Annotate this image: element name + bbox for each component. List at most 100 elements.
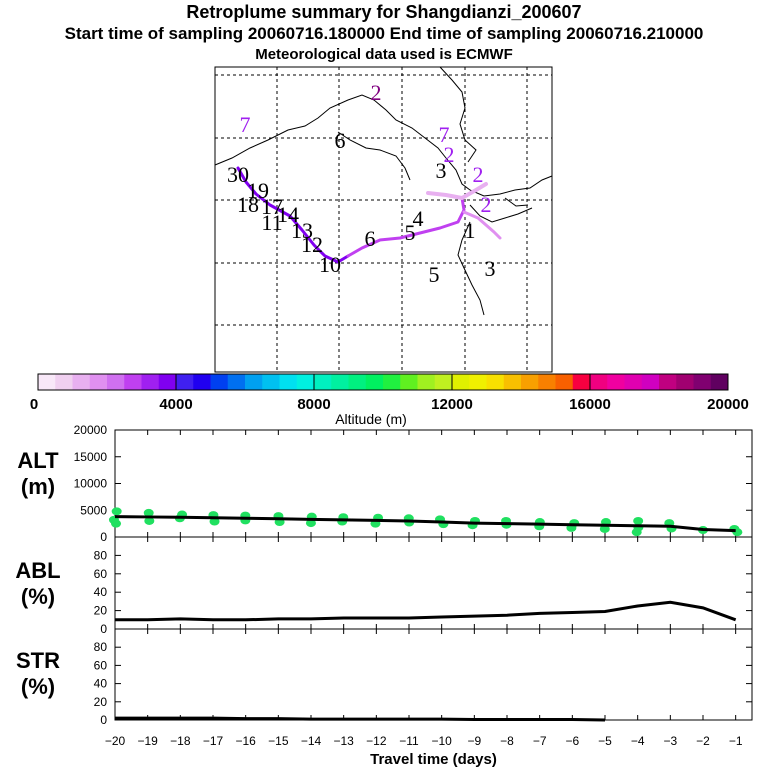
- colorbar-cell: [73, 374, 91, 390]
- x-tick-label: −5: [598, 734, 612, 748]
- colorbar-cell: [607, 374, 625, 390]
- panel-unit-label: (m): [21, 474, 55, 499]
- map-label: 10: [319, 252, 341, 277]
- panel-frame: [115, 537, 752, 629]
- panel-abl: 0 20 40 60 80 ABL(%): [15, 537, 752, 636]
- x-tick-label: −12: [366, 734, 387, 748]
- x-tick-label: −17: [203, 734, 224, 748]
- colorbar-cell: [262, 374, 280, 390]
- colorbar-cell: [659, 374, 677, 390]
- panel-alt: 0 5000 10000 15000 20000 ALT(m): [17, 423, 752, 544]
- colorbar-cell: [366, 374, 384, 390]
- colorbar-cell: [418, 374, 436, 390]
- colorbar-cell: [469, 374, 487, 390]
- colorbar-cell: [90, 374, 108, 390]
- y-tick-label: 5000: [80, 503, 107, 517]
- x-tick-label: −8: [500, 734, 514, 748]
- colorbar-cell: [297, 374, 315, 390]
- x-tick-label: −2: [696, 734, 710, 748]
- map-label: 30: [227, 162, 249, 187]
- colorbar-tick-label: 0: [30, 396, 38, 413]
- colorbar-cell: [142, 374, 160, 390]
- map-label: 1: [465, 218, 476, 243]
- map-label: 2: [481, 192, 492, 217]
- map-label: 5: [429, 262, 440, 287]
- x-axis-label: Travel time (days): [370, 751, 497, 768]
- colorbar-cell: [383, 374, 401, 390]
- x-tick-label: −14: [301, 734, 322, 748]
- x-tick-label: −1: [729, 734, 743, 748]
- colorbar-cell: [435, 374, 453, 390]
- colorbar-cell: [487, 374, 505, 390]
- map-label: 18: [237, 192, 259, 217]
- map-label: 3: [485, 256, 496, 281]
- colorbar-cell: [711, 374, 729, 390]
- map-label: 6: [365, 226, 376, 251]
- x-tick-label: −13: [333, 734, 354, 748]
- y-tick-label: 80: [94, 548, 108, 562]
- panel-str: 020406080STR(%)−20 −19 −18 −17 −16 −15 −14 −13−…: [16, 629, 752, 768]
- y-tick-label: 0: [100, 713, 107, 727]
- colorbar-cell: [452, 374, 470, 390]
- y-tick-label: 80: [94, 640, 108, 654]
- x-tick-label: −3: [663, 734, 677, 748]
- colorbar-cell: [573, 374, 591, 390]
- y-tick-label: 40: [94, 677, 108, 691]
- colorbar-cell: [245, 374, 263, 390]
- map-label: 4: [413, 206, 424, 231]
- panel-label: ABL: [15, 558, 60, 583]
- panel-label: ALT: [17, 448, 59, 473]
- colorbar-cell: [55, 374, 73, 390]
- colorbar-cell: [538, 374, 556, 390]
- colorbar-cell: [159, 374, 177, 390]
- colorbar-cell: [331, 374, 349, 390]
- colorbar-cell: [176, 374, 194, 390]
- x-tick-label: −9: [467, 734, 481, 748]
- colorbar-cell: [228, 374, 246, 390]
- colorbar-cell: [590, 374, 608, 390]
- y-tick-label: 0: [100, 530, 107, 544]
- colorbar-cell: [400, 374, 418, 390]
- colorbar-cell: [314, 374, 332, 390]
- colorbar-cell: [211, 374, 229, 390]
- x-tick-label: −18: [170, 734, 191, 748]
- map-label: 6: [335, 128, 346, 153]
- colorbar-tick-label: 20000: [707, 396, 749, 413]
- y-tick-label: 60: [94, 658, 108, 672]
- colorbar-cells: [38, 374, 729, 390]
- colorbar-tick-label: 16000: [569, 396, 611, 413]
- panel-label: STR: [16, 648, 60, 673]
- colorbar-cell: [694, 374, 712, 390]
- y-tick-label: 20: [94, 695, 108, 709]
- colorbar-cell: [556, 374, 574, 390]
- y-tick-label: 10000: [74, 477, 108, 491]
- colorbar-cell: [193, 374, 211, 390]
- colorbar-cell: [280, 374, 298, 390]
- map-panel: 276 723301918 171411 1312106 54 1225 3: [215, 67, 552, 372]
- y-tick-label: 20000: [74, 423, 108, 437]
- x-tick-label: −10: [431, 734, 452, 748]
- colorbar-tick-label: 12000: [431, 396, 473, 413]
- figure: 276 723301918 171411 1312106 54 1225 3 0 4000 80…: [0, 0, 768, 768]
- x-tick-label: −11: [399, 734, 419, 748]
- colorbar-cell: [38, 374, 56, 390]
- x-tick-label: −7: [533, 734, 547, 748]
- y-tick-label: 15000: [74, 450, 108, 464]
- x-tick-label: −6: [565, 734, 579, 748]
- x-tick-label: −20: [105, 734, 126, 748]
- panel-unit-label: (%): [21, 674, 55, 699]
- colorbar: 0 4000 8000 12000 16000 20000 Altitude (m): [30, 374, 749, 427]
- series-line-abl: [115, 602, 736, 619]
- x-tick-label: −16: [235, 734, 256, 748]
- x-tick-label: −15: [268, 734, 289, 748]
- map-label: 3: [436, 158, 447, 183]
- x-tick-label: −19: [137, 734, 158, 748]
- x-tick-label: −4: [631, 734, 645, 748]
- scatter-point: [632, 528, 642, 536]
- time-series-panels: 0 5000 10000 15000 20000 ALT(m) 0 20 40 60 80 ABL (%…: [15, 423, 752, 768]
- y-tick-label: 0: [100, 622, 107, 636]
- panel-frame: [115, 629, 752, 720]
- scatter-point: [111, 520, 121, 528]
- map-label: 2: [473, 162, 484, 187]
- scatter-point: [112, 507, 122, 515]
